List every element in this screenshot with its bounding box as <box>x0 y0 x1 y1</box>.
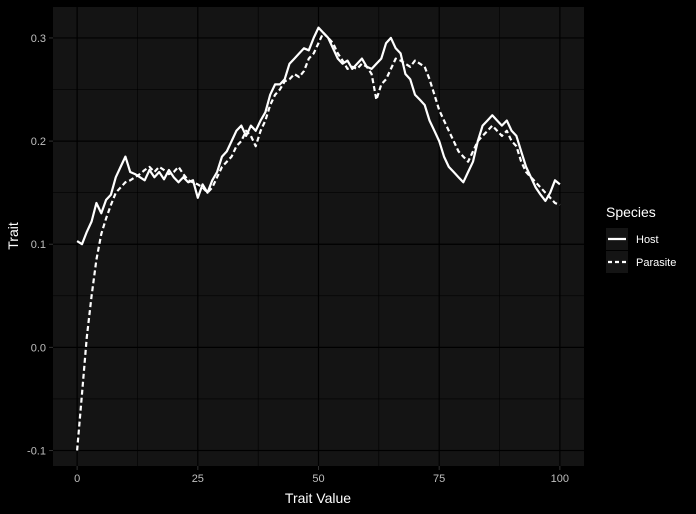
legend-title: Species <box>606 204 656 220</box>
y-tick-label: -0.1 <box>27 446 46 458</box>
y-tick-label: 0.2 <box>31 136 46 148</box>
grid-major <box>53 7 584 466</box>
series-layer <box>76 26 561 451</box>
y-tick-label: 0.1 <box>31 239 46 251</box>
legend: Species Host Parasite <box>606 204 676 273</box>
x-tick-label: 50 <box>312 473 324 485</box>
x-axis-ticks: 0 25 50 75 100 <box>74 466 569 485</box>
legend-items: Host Parasite <box>606 228 676 273</box>
series-line-host <box>76 26 561 246</box>
legend-label-host: Host <box>636 234 659 246</box>
y-tick-label: 0.3 <box>31 33 46 45</box>
y-axis-title: Trait <box>5 222 21 250</box>
series-line-parasite <box>76 31 561 451</box>
x-tick-label: 0 <box>74 473 80 485</box>
y-axis-ticks: -0.1 0.0 0.1 0.2 0.3 <box>27 33 53 458</box>
x-axis-title: Trait Value <box>285 490 351 506</box>
y-tick-label: 0.0 <box>31 342 46 354</box>
x-tick-label: 25 <box>192 473 204 485</box>
legend-label-parasite: Parasite <box>636 257 676 269</box>
x-tick-label: 75 <box>433 473 445 485</box>
x-tick-label: 100 <box>551 473 569 485</box>
